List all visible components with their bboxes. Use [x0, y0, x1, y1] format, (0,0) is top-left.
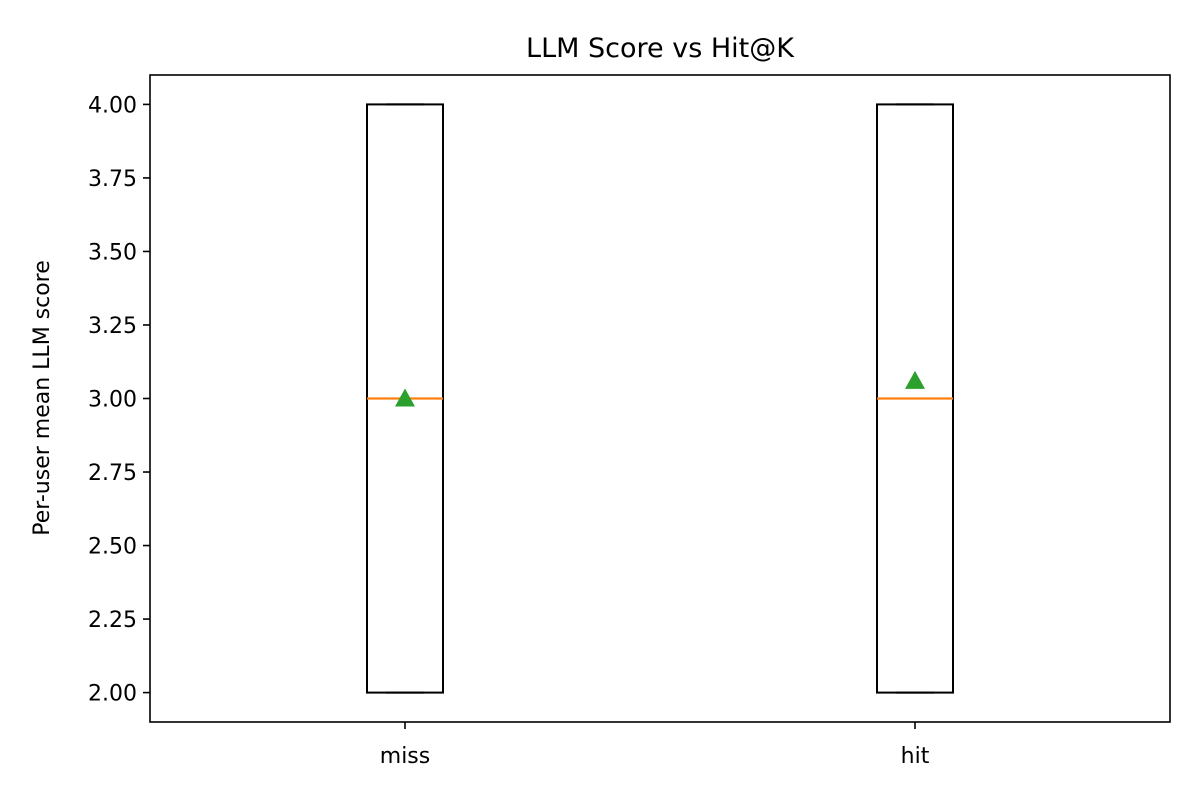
chart-title: LLM Score vs Hit@K	[526, 33, 795, 64]
mean-marker	[395, 388, 415, 407]
y-tick-label: 3.00	[88, 388, 137, 413]
x-axis-ticks: miss hit	[380, 722, 930, 769]
y-tick-label: 4.00	[88, 93, 137, 118]
mean-marker	[905, 370, 925, 389]
box-series	[366, 103, 954, 694]
y-axis-ticks: 2.00 2.25 2.50 2.75 3.00 3.25 3.50 3.75 4.00	[88, 93, 150, 707]
y-tick-label: 2.50	[88, 535, 137, 560]
y-tick-label: 2.00	[88, 682, 137, 707]
y-tick-label: 2.75	[88, 461, 137, 486]
y-tick-label: 2.25	[88, 608, 137, 633]
y-tick-label: 3.50	[88, 240, 137, 265]
y-tick-label: 3.75	[88, 167, 137, 192]
plot-area-frame	[149, 74, 1171, 723]
box-hit	[876, 103, 954, 694]
box-miss	[366, 103, 444, 694]
x-tick-label-hit: hit	[901, 744, 930, 769]
x-tick-label-miss: miss	[380, 744, 430, 769]
y-axis-label: Per-user mean LLM score	[30, 260, 55, 536]
y-tick-label: 3.25	[88, 314, 137, 339]
